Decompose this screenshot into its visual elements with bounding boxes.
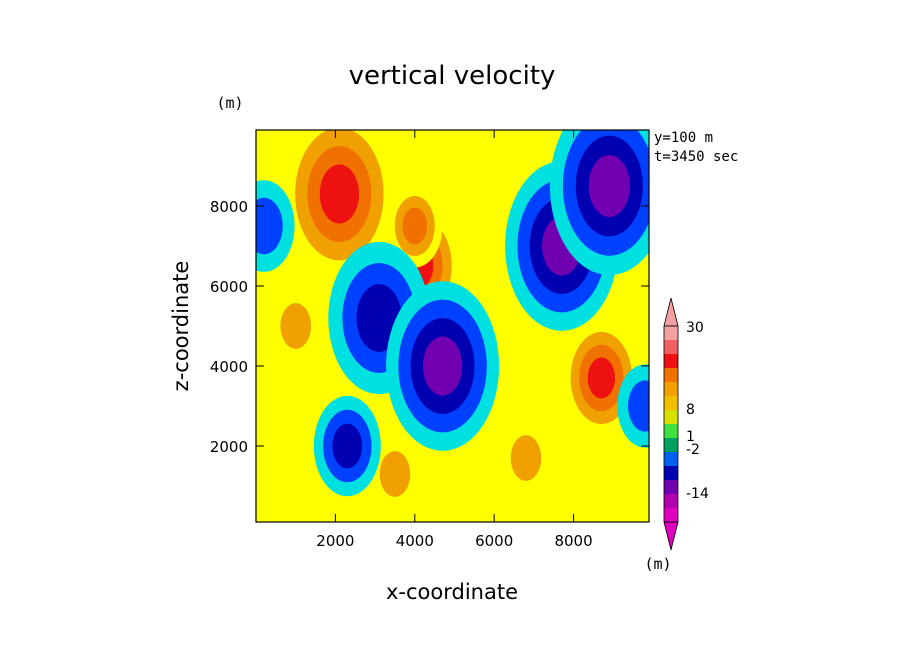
colorbar-swatch xyxy=(664,382,678,396)
colorbar-swatch xyxy=(664,438,678,452)
contour-feature xyxy=(270,288,321,364)
colorbar-unit-label: (m) xyxy=(644,555,671,573)
x-tick-label: 8000 xyxy=(554,532,592,550)
x-tick-label: 4000 xyxy=(396,532,434,550)
colorbar-swatch xyxy=(664,424,678,438)
y-axis-label: z-coordinate xyxy=(169,261,193,392)
contour-feature xyxy=(313,395,381,497)
colorbar-swatch xyxy=(664,326,678,340)
contour-feature xyxy=(282,130,396,279)
y-axis-ticks: 2000 4000 6000 8000 xyxy=(210,198,649,456)
x-axis-label: x-coordinate xyxy=(386,580,518,604)
y-tick-label: 8000 xyxy=(210,198,248,216)
colorbar-swatch xyxy=(664,354,678,368)
contour-level xyxy=(587,357,616,399)
contour-feature xyxy=(387,184,443,268)
contour-feature xyxy=(549,130,649,276)
colorbar-swatch xyxy=(664,494,678,508)
contour-feature xyxy=(386,281,500,451)
x-tick-label: 2000 xyxy=(316,532,354,550)
contour-level xyxy=(627,380,649,432)
contour-feature xyxy=(370,436,420,512)
colorbar-swatch xyxy=(664,410,678,424)
colorbar-swatch xyxy=(664,480,678,494)
colorbar-tick-label: 1 xyxy=(686,429,695,445)
colorbar-swatch xyxy=(664,340,678,354)
y-tick-label: 2000 xyxy=(210,438,248,456)
contour-level xyxy=(332,423,363,469)
contour-level xyxy=(256,197,283,255)
annotation-t: t=3450 sec xyxy=(654,149,738,165)
contour-level xyxy=(422,336,463,396)
colorbar-tick-label: -14 xyxy=(686,486,709,502)
contour-level xyxy=(319,164,360,224)
colorbar: 30 8 1-2 -14 xyxy=(663,297,709,551)
contour-level xyxy=(280,303,311,349)
colorbar-swatch xyxy=(664,508,678,522)
colorbar-swatch xyxy=(664,466,678,480)
contour-level xyxy=(379,451,411,497)
colorbar-tick-label: 8 xyxy=(686,402,695,418)
chart-title: vertical velocity xyxy=(349,61,556,91)
contour-feature xyxy=(256,180,295,272)
colorbar-swatch xyxy=(664,368,678,382)
contour-feature xyxy=(501,420,551,496)
annotation-y: y=100 m xyxy=(654,130,713,146)
colorbar-frame xyxy=(663,325,679,523)
colorbar-swatch xyxy=(664,452,678,466)
contour-level xyxy=(402,207,428,245)
contour-feature xyxy=(617,364,649,448)
colorbar-tick-label: 30 xyxy=(686,320,704,336)
contour-level xyxy=(510,435,542,481)
x-axis-ticks: 2000 4000 6000 8000 xyxy=(316,130,593,550)
colorbar-swatch xyxy=(664,396,678,410)
contour-level xyxy=(588,155,630,217)
y-unit-label: (m) xyxy=(216,94,243,112)
colorbar-tick-label: -2 xyxy=(686,442,700,458)
plot-area xyxy=(256,130,649,522)
x-tick-label: 6000 xyxy=(475,532,513,550)
plot-frame xyxy=(255,129,650,523)
colorbar-top-arrow xyxy=(663,297,679,327)
y-tick-label: 4000 xyxy=(210,358,248,376)
colorbar-bottom-arrow xyxy=(663,521,679,551)
y-tick-label: 6000 xyxy=(210,278,248,296)
